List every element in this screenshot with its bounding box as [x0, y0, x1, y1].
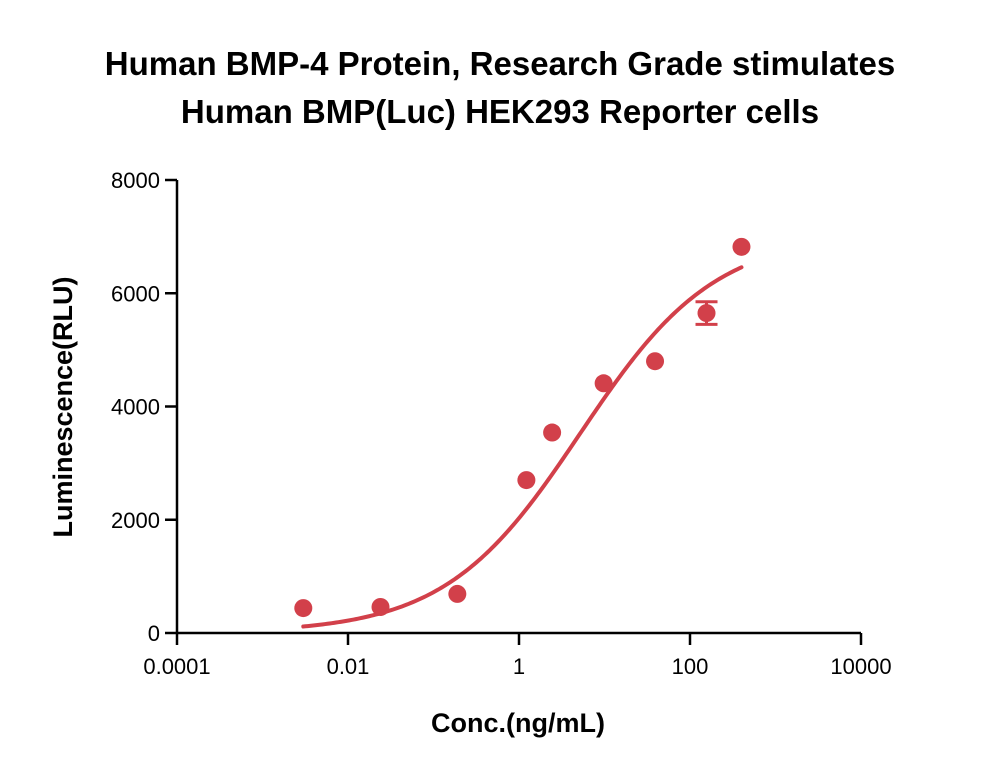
y-tick-label: 2000 — [111, 508, 160, 533]
data-point — [543, 423, 562, 442]
x-tick-label: 1 — [513, 654, 525, 679]
y-axis-label: Luminescence(RLU) — [48, 276, 78, 537]
data-points-layer — [294, 237, 751, 618]
data-point — [294, 599, 313, 618]
data-point — [517, 471, 536, 490]
y-tick-label: 8000 — [111, 168, 160, 193]
chart-title-line-1: Human BMP-4 Protein, Research Grade stim… — [104, 45, 896, 82]
data-point — [594, 374, 613, 393]
y-tick-label: 4000 — [111, 395, 160, 420]
data-point — [732, 237, 751, 256]
x-tick-label: 10000 — [830, 654, 891, 679]
chart-title-line-2: Human BMP(Luc) HEK293 Reporter cells — [180, 93, 820, 130]
x-tick-label: 0.01 — [327, 654, 370, 679]
fit-curve-layer — [301, 265, 744, 629]
y-tick-label: 6000 — [111, 281, 160, 306]
y-tick-label: 0 — [148, 621, 160, 646]
axes: 0 2000 4000 6000 8000 0.0001 0.01 1 100 10000 — [111, 168, 892, 679]
x-tick-label: 100 — [672, 654, 709, 679]
fit-curve — [301, 265, 744, 629]
chart-title: Human BMP-4 Protein, Research Grade stim… — [0, 40, 1000, 136]
x-tick-label: 0.0001 — [143, 654, 210, 679]
data-point — [448, 584, 467, 603]
data-point — [646, 352, 665, 371]
data-point — [697, 304, 716, 323]
x-axis-label: Conc.(ng/mL) — [431, 708, 605, 738]
data-point — [371, 597, 390, 616]
